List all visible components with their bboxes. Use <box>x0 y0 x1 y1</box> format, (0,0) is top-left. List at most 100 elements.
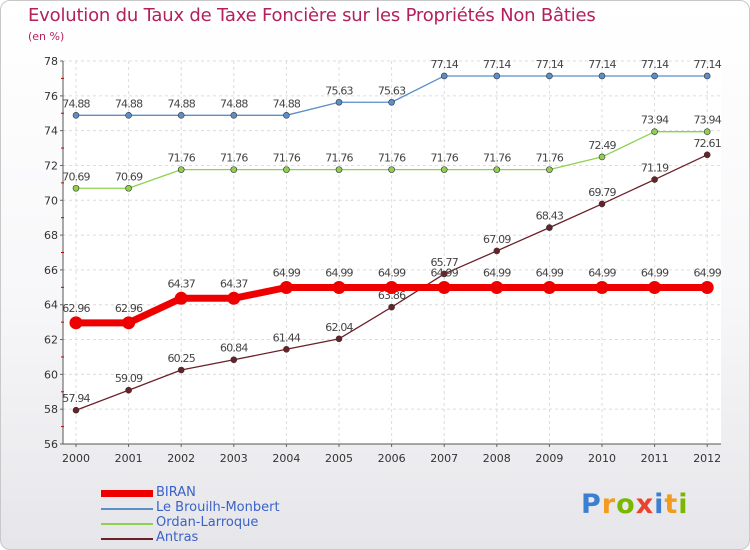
data-point-ordan-larroque <box>546 166 553 173</box>
data-point-antras <box>283 345 290 353</box>
x-tick-label: 2003 <box>220 452 248 465</box>
data-point-le-brouilh-monbert <box>283 112 290 119</box>
data-point-ordan-larroque <box>493 166 501 173</box>
data-label-ordan-larroque: 71.76 <box>536 152 564 165</box>
data-point-biran <box>279 280 293 294</box>
data-label-antras: 71.19 <box>641 162 669 175</box>
data-label-le-brouilh-monbert: 77.14 <box>483 58 511 71</box>
data-label-antras: 62.04 <box>325 321 353 334</box>
data-point-antras <box>125 386 132 394</box>
data-point-biran <box>385 280 399 294</box>
data-point-antras <box>493 247 501 255</box>
data-point-ordan-larroque <box>177 166 185 173</box>
x-tick-label: 2002 <box>167 452 195 465</box>
data-point-ordan-larroque <box>651 128 658 135</box>
data-point-ordan-larroque <box>703 128 711 135</box>
data-label-ordan-larroque: 71.76 <box>378 152 406 165</box>
data-point-ordan-larroque <box>125 184 132 192</box>
chart-title: Evolution du Taux de Taxe Foncière sur l… <box>28 5 596 26</box>
data-label-antras: 72.61 <box>693 137 721 150</box>
y-tick-label: 64 <box>44 299 58 312</box>
legend-label-le-brouilh-monbert: Le Brouilh-Monbert <box>156 500 280 515</box>
legend-swatch-antras <box>101 538 153 540</box>
legend-label-ordan-larroque: Ordan-Larroque <box>156 515 259 530</box>
data-label-biran: 64.37 <box>220 277 248 290</box>
data-label-biran: 64.99 <box>483 266 511 279</box>
y-tick-label: 76 <box>44 90 58 103</box>
data-point-biran <box>700 280 714 294</box>
x-tick-label: 2010 <box>588 452 616 465</box>
data-label-le-brouilh-monbert: 75.63 <box>378 84 406 97</box>
x-tick-label: 2008 <box>483 452 511 465</box>
data-label-le-brouilh-monbert: 75.63 <box>325 84 353 97</box>
data-point-ordan-larroque <box>230 166 238 173</box>
data-point-biran <box>595 280 609 294</box>
data-label-ordan-larroque: 73.94 <box>641 114 669 127</box>
data-label-ordan-larroque: 70.69 <box>115 170 143 183</box>
data-point-le-brouilh-monbert <box>546 72 553 80</box>
y-tick-label: 72 <box>44 159 58 172</box>
legend-swatch-le-brouilh-monbert <box>101 508 153 510</box>
legend-swatch-biran <box>101 490 153 497</box>
data-point-antras <box>651 176 658 183</box>
data-point-biran <box>437 280 451 294</box>
data-label-le-brouilh-monbert: 74.88 <box>62 97 90 110</box>
data-label-le-brouilh-monbert: 77.14 <box>588 58 616 71</box>
data-point-le-brouilh-monbert <box>598 72 606 80</box>
data-point-biran <box>227 291 241 305</box>
x-tick-label: 2011 <box>641 452 669 465</box>
logo-letter: P <box>581 489 602 520</box>
legend-item-antras: Antras <box>101 530 341 546</box>
x-tick-label: 2000 <box>62 452 90 465</box>
data-label-le-brouilh-monbert: 74.88 <box>273 97 301 110</box>
x-tick-label: 2005 <box>325 452 353 465</box>
data-label-antras: 65.77 <box>430 256 458 269</box>
data-label-le-brouilh-monbert: 77.14 <box>641 58 669 71</box>
data-point-le-brouilh-monbert <box>388 98 395 106</box>
data-label-antras: 61.44 <box>273 331 301 344</box>
data-label-ordan-larroque: 71.76 <box>273 152 301 165</box>
data-label-le-brouilh-monbert: 74.88 <box>115 97 143 110</box>
data-label-biran: 64.99 <box>693 266 721 279</box>
y-tick-label: 58 <box>44 403 58 416</box>
data-label-biran: 62.96 <box>62 302 90 315</box>
data-label-antras: 69.79 <box>588 186 616 199</box>
y-tick-label: 62 <box>44 334 58 347</box>
legend-item-biran: BIRAN <box>101 485 341 501</box>
data-label-ordan-larroque: 71.76 <box>430 152 458 165</box>
y-tick-label: 66 <box>44 264 58 277</box>
data-label-le-brouilh-monbert: 77.14 <box>693 58 721 71</box>
data-point-antras <box>72 406 80 414</box>
x-tick-label: 2001 <box>115 452 143 465</box>
data-label-biran: 64.99 <box>588 266 616 279</box>
data-point-le-brouilh-monbert <box>651 72 658 80</box>
data-point-le-brouilh-monbert <box>125 112 132 119</box>
unit-label: (en %) <box>28 30 65 43</box>
data-label-biran: 64.99 <box>273 266 301 279</box>
data-point-biran <box>174 291 188 305</box>
data-label-antras: 67.09 <box>483 233 511 246</box>
logo-letter: r <box>601 489 617 520</box>
logo-letter: i <box>678 489 689 520</box>
x-tick-label: 2012 <box>693 452 721 465</box>
data-point-ordan-larroque <box>283 166 290 173</box>
y-tick-label: 60 <box>44 368 58 381</box>
y-tick-label: 74 <box>44 125 58 138</box>
data-point-le-brouilh-monbert <box>703 72 711 80</box>
data-point-ordan-larroque <box>388 166 395 173</box>
data-point-le-brouilh-monbert <box>440 72 448 80</box>
data-label-biran: 64.99 <box>536 266 564 279</box>
data-point-le-brouilh-monbert <box>72 112 80 119</box>
legend: BIRAN Le Brouilh-Monbert Ordan-Larroque … <box>101 485 341 546</box>
data-point-antras <box>546 224 553 231</box>
data-label-ordan-larroque: 71.76 <box>167 152 195 165</box>
x-tick-label: 2007 <box>430 452 458 465</box>
data-label-antras: 63.86 <box>378 289 406 302</box>
data-label-ordan-larroque: 72.49 <box>588 139 616 152</box>
data-label-biran: 64.99 <box>378 266 406 279</box>
data-point-le-brouilh-monbert <box>335 98 343 106</box>
x-tick-label: 2004 <box>272 452 300 465</box>
data-label-antras: 59.09 <box>115 372 143 385</box>
data-point-le-brouilh-monbert <box>230 112 238 119</box>
